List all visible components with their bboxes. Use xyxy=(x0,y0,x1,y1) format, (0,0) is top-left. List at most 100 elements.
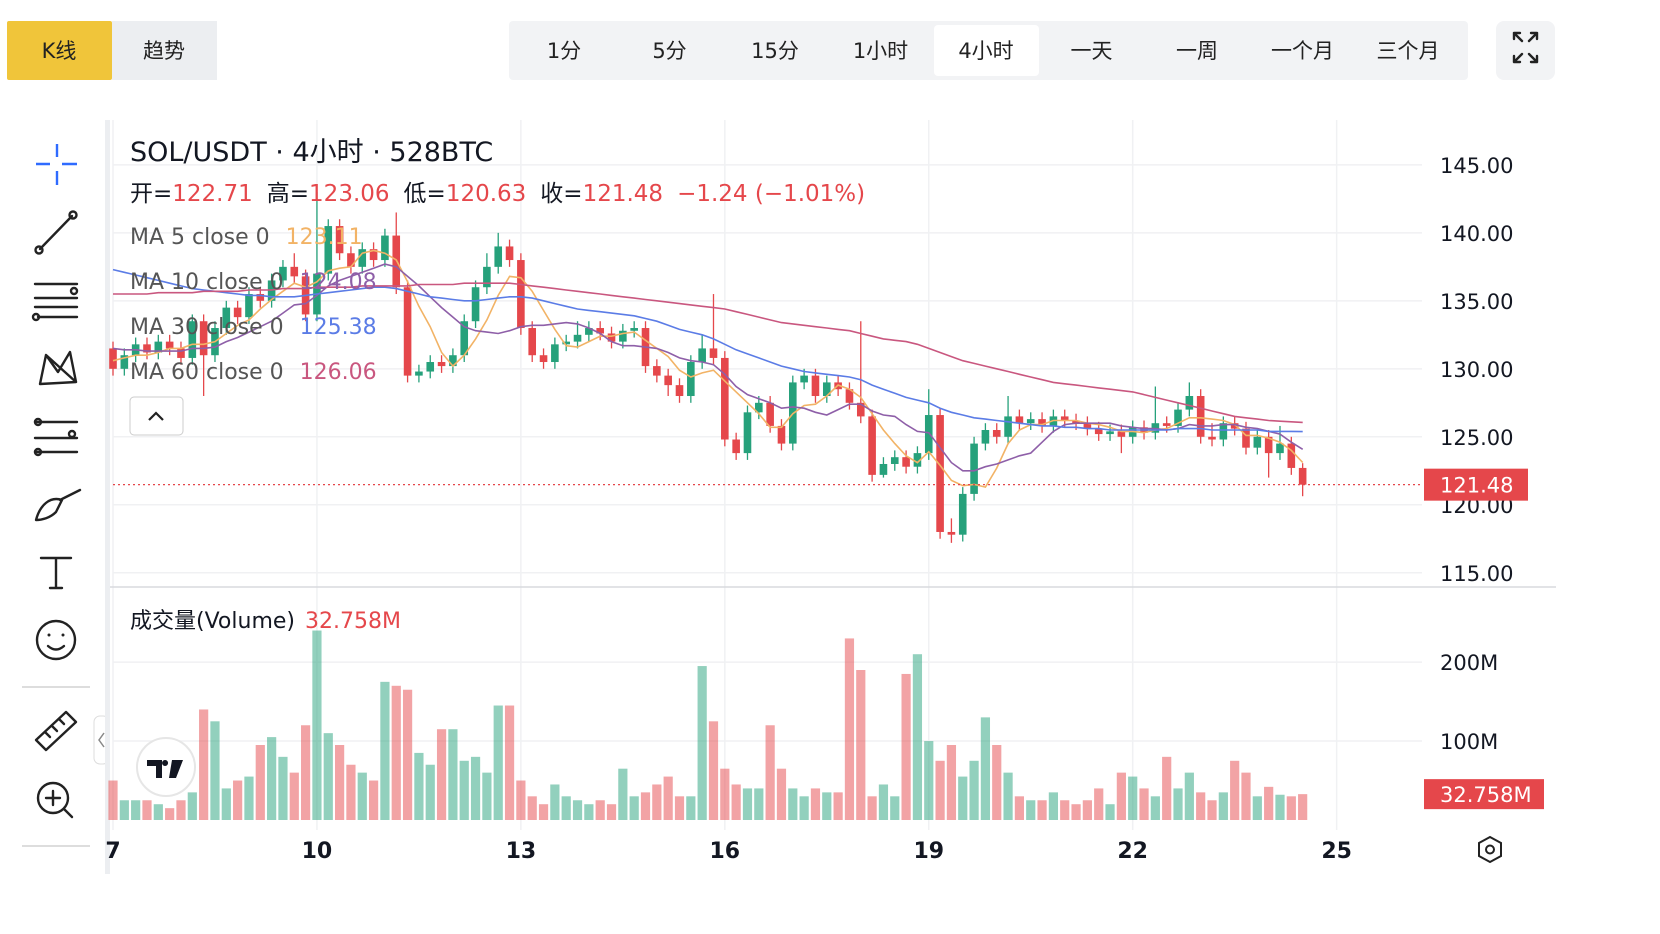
ohlc-change: −1.24 (−1.01%) xyxy=(677,181,865,207)
candle-body xyxy=(188,321,197,358)
volume-bar xyxy=(414,752,424,820)
fullscreen-button[interactable] xyxy=(1496,21,1555,80)
volume-bar xyxy=(346,764,356,820)
volume-bar xyxy=(357,772,367,820)
candle-body xyxy=(449,355,457,367)
volume-bar xyxy=(1037,800,1047,820)
candle-body xyxy=(1174,409,1182,426)
candle-body xyxy=(992,430,1001,437)
crosshair-tool[interactable] xyxy=(36,144,77,185)
y-tick-label: 135.00 xyxy=(1440,290,1513,314)
volume-bar xyxy=(1048,792,1058,820)
ma-value: 125.38 xyxy=(300,315,377,340)
candle-body xyxy=(743,412,752,454)
volume-bar xyxy=(844,638,855,820)
interval-label[interactable]: 4小时 xyxy=(958,39,1013,63)
volume-bar xyxy=(504,705,515,820)
volume-bar xyxy=(810,788,821,820)
candle-body xyxy=(1094,428,1103,435)
volume-bar xyxy=(595,800,605,820)
interval-label[interactable]: 三个月 xyxy=(1377,39,1440,63)
trendline-tool[interactable] xyxy=(34,210,78,255)
candle-body xyxy=(585,328,593,335)
candle-body xyxy=(505,246,514,261)
volume-bar xyxy=(1184,772,1194,820)
volume-bar xyxy=(946,745,957,820)
ma-name: MA 10 close 0 xyxy=(130,270,284,295)
zoom-tool[interactable] xyxy=(36,781,74,819)
tab-label: K线 xyxy=(42,39,77,63)
fib-tool[interactable] xyxy=(31,282,79,322)
candle-body xyxy=(483,266,491,288)
legend-toggle[interactable] xyxy=(129,396,184,436)
ma-value: 123.11 xyxy=(286,225,363,250)
interval-label[interactable]: 一个月 xyxy=(1271,39,1334,63)
candle-body xyxy=(562,341,570,345)
candle-body xyxy=(1208,436,1216,440)
volume-bar xyxy=(538,804,549,820)
candle-body xyxy=(1015,416,1024,424)
pattern-tool[interactable] xyxy=(38,350,78,386)
candle-body xyxy=(947,531,956,535)
candle-body xyxy=(970,443,978,494)
volume-bar xyxy=(890,796,900,820)
volume-bar xyxy=(380,681,390,820)
candle-body xyxy=(551,344,559,363)
candle-body xyxy=(822,382,831,397)
volume-bar xyxy=(833,792,843,820)
last-volume-tag xyxy=(1424,779,1544,810)
candle-body xyxy=(1287,443,1296,468)
candle-body xyxy=(358,249,367,267)
volume-bar xyxy=(822,792,832,820)
interval-label[interactable]: 一周 xyxy=(1176,39,1218,63)
volume-bar xyxy=(1241,772,1251,820)
candle-body xyxy=(675,385,684,397)
chart-title: SOL/USDT · 4小时 · 528BTC xyxy=(130,137,493,168)
volume-bar xyxy=(1173,788,1183,820)
candle-body xyxy=(958,493,967,535)
volume-bar xyxy=(1207,800,1217,820)
volume-bar xyxy=(776,768,787,820)
volume-bar xyxy=(788,788,798,820)
interval-label[interactable]: 1分 xyxy=(547,39,581,63)
candle-body xyxy=(120,355,129,369)
interval-label[interactable]: 5分 xyxy=(652,39,686,63)
ma-value: 126.06 xyxy=(300,360,377,385)
candle-body xyxy=(732,439,740,454)
settings-button[interactable] xyxy=(1478,835,1502,864)
volume-value: 32.758M xyxy=(305,609,401,634)
interval-label[interactable]: 15分 xyxy=(751,39,799,63)
volume-bar xyxy=(210,721,220,820)
collapse-icon xyxy=(98,732,105,748)
candle-body xyxy=(290,266,299,277)
brush-tool[interactable] xyxy=(34,488,82,522)
candle-body xyxy=(256,294,265,301)
volume-bar xyxy=(980,717,991,820)
candle-body xyxy=(1026,419,1035,424)
volume-bar xyxy=(142,800,152,820)
tab[interactable] xyxy=(112,21,217,80)
text-tool[interactable] xyxy=(39,556,73,590)
ruler-tool[interactable] xyxy=(34,710,78,752)
candle-body xyxy=(596,328,604,334)
tab-active[interactable] xyxy=(7,21,112,80)
volume-bar xyxy=(765,725,775,820)
emoji-tool[interactable] xyxy=(35,619,77,661)
ma-line xyxy=(112,249,1304,489)
candle-body xyxy=(607,333,616,342)
volume-bar xyxy=(924,741,934,820)
volume-bar xyxy=(1196,792,1206,820)
volume-bar xyxy=(402,689,413,820)
interval-label[interactable]: 一天 xyxy=(1071,39,1113,63)
prediction-tool[interactable] xyxy=(33,417,79,457)
interval-active[interactable] xyxy=(934,25,1039,76)
ma-legend-item: MA 60 close 0 126.06 xyxy=(130,360,377,385)
candle-body xyxy=(426,362,435,372)
ohlc-label: 高= xyxy=(267,181,309,207)
interval-label[interactable]: 1小时 xyxy=(853,39,908,63)
fullscreen-icon xyxy=(1512,31,1539,64)
volume-bar xyxy=(176,800,186,820)
volume-bar xyxy=(697,666,707,820)
